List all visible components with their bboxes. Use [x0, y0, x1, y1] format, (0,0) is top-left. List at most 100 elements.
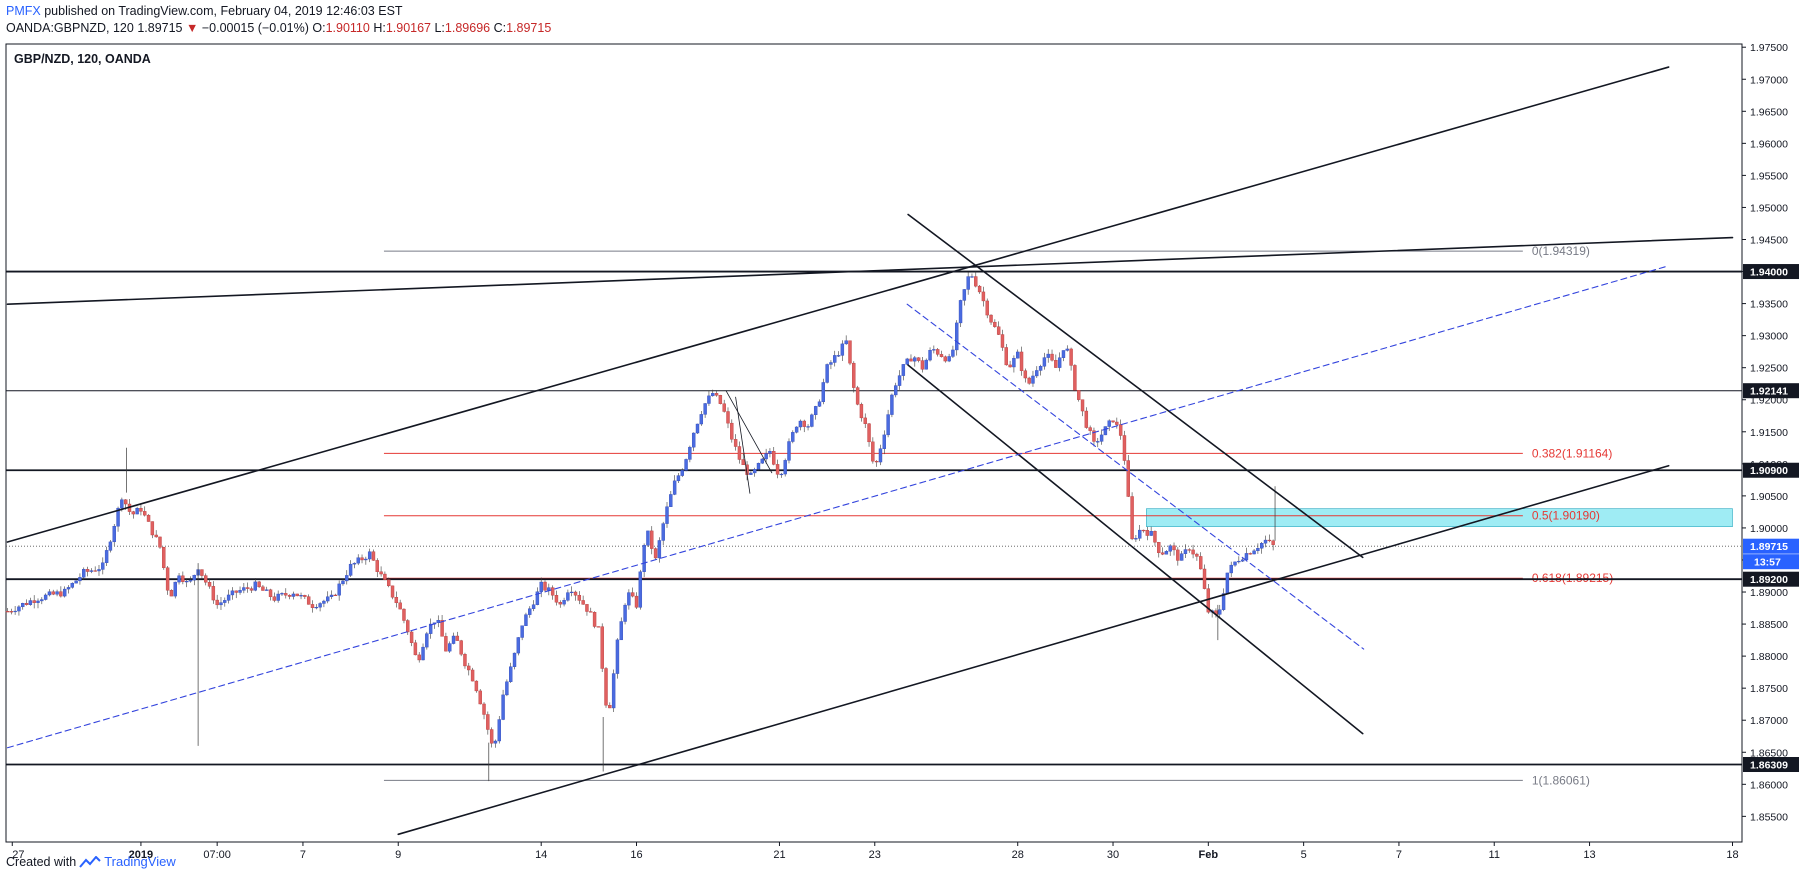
candle [17, 605, 21, 616]
y-tick-label: 1.90500 [1750, 491, 1788, 503]
candle-up [947, 356, 951, 362]
candle-up [520, 625, 524, 638]
candle-up [676, 475, 681, 482]
candle [421, 643, 425, 661]
price-level-badge-text: 1.86309 [1750, 760, 1788, 772]
candle-up [1012, 357, 1016, 368]
publish-info: published on TradingView.com, February 0… [40, 4, 403, 18]
candle-down [855, 387, 860, 405]
candle [1115, 417, 1119, 429]
candle-down [589, 611, 593, 613]
candle [1012, 355, 1016, 373]
candle [55, 589, 59, 597]
candle [711, 389, 715, 397]
candle-up [512, 652, 517, 667]
candle-down [996, 326, 1001, 335]
candle [829, 360, 833, 370]
candle-up [356, 557, 360, 564]
tradingview-brand-link[interactable]: TradingView [104, 854, 176, 869]
candle-up [253, 581, 257, 591]
candle [409, 630, 414, 647]
candle [1153, 530, 1157, 546]
candle-up [749, 472, 753, 475]
candle [943, 355, 947, 363]
candle-down [1126, 460, 1130, 497]
candle-down [455, 635, 460, 641]
candle-up [836, 355, 841, 357]
candle-down [558, 602, 562, 605]
candle [318, 602, 322, 612]
candle-down [1271, 540, 1275, 545]
candle-up [623, 604, 627, 622]
candle-up [436, 620, 440, 623]
candle [665, 501, 669, 528]
close-label: C: [493, 21, 507, 35]
author-name[interactable]: PMFX [6, 4, 41, 18]
x-tick-label: 7 [1396, 849, 1402, 861]
candle [566, 589, 570, 602]
candle [1000, 329, 1005, 351]
candle [833, 350, 837, 367]
candle [955, 320, 959, 356]
candle-down [211, 586, 216, 601]
candle [596, 626, 601, 628]
candle [32, 595, 36, 609]
candle-up [1038, 366, 1043, 371]
candle-down [1267, 539, 1272, 542]
candle-up [615, 639, 620, 674]
candle [611, 669, 616, 712]
candle [287, 594, 292, 600]
candle-down [303, 595, 307, 597]
candle [913, 355, 917, 367]
candle-down [775, 464, 780, 475]
candle [1092, 427, 1096, 447]
candle [836, 351, 841, 357]
candle [158, 536, 162, 549]
candle [772, 447, 776, 466]
candle-up [265, 589, 269, 591]
y-tick-label: 1.97500 [1750, 42, 1788, 54]
low-label: L: [434, 21, 445, 35]
candle-down [573, 591, 578, 596]
candle-down [1122, 435, 1127, 461]
candle-down [1054, 359, 1058, 368]
candle [493, 739, 498, 748]
down-arrow-icon: ▼ [185, 21, 199, 35]
candle-down [730, 422, 734, 440]
candle-down [1004, 347, 1008, 366]
candle [882, 430, 886, 455]
candle-up [958, 300, 963, 324]
candle [215, 594, 219, 609]
candle [223, 597, 227, 607]
candle [810, 413, 814, 428]
candle-down [146, 514, 151, 522]
candle [234, 590, 238, 599]
candle-up [970, 276, 974, 278]
candle-down [459, 640, 463, 655]
candle-down [722, 403, 726, 412]
candle-down [215, 599, 219, 606]
candle-down [1000, 334, 1005, 348]
candle-up [40, 599, 44, 602]
candle-down [371, 551, 376, 561]
candle [402, 608, 406, 624]
x-tick-label: 5 [1301, 849, 1307, 861]
candle [326, 591, 330, 604]
candle [894, 382, 898, 398]
candle [1008, 360, 1012, 368]
candle [1096, 437, 1100, 448]
trend-line [6, 66, 1670, 543]
candle-up [62, 588, 67, 597]
candle [47, 589, 52, 597]
y-tick-label: 1.96500 [1750, 106, 1788, 118]
candle-up [951, 349, 955, 357]
candle-up [646, 530, 650, 546]
candle [722, 399, 726, 413]
candle-up [1057, 357, 1062, 368]
candle [192, 574, 196, 586]
candle [520, 625, 524, 641]
candle-down [131, 511, 136, 515]
candle [253, 578, 257, 592]
candle [1172, 542, 1176, 556]
